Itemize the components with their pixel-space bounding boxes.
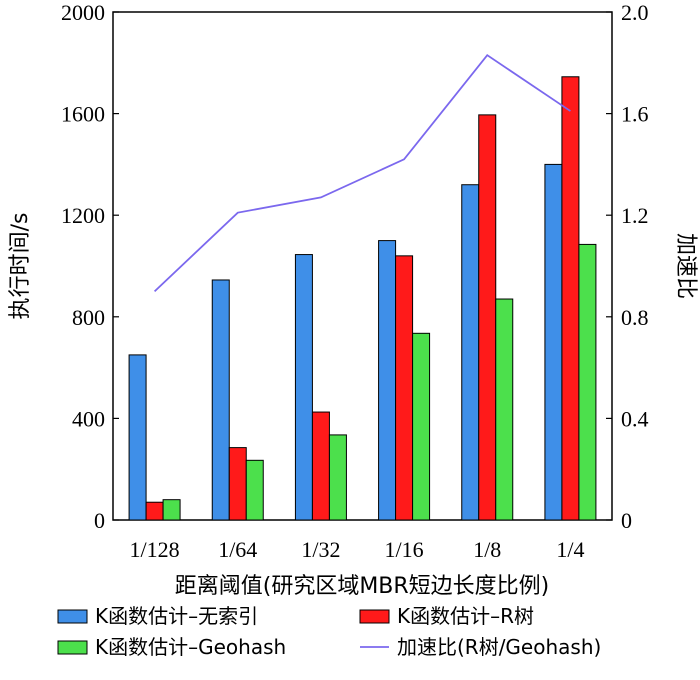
bar-1-5 xyxy=(461,184,480,521)
x-tick-label-4: 1/16 xyxy=(385,537,424,562)
legend-label-1: K函数估计–无索引 xyxy=(95,604,258,628)
legend-label-3: K函数估计–Geohash xyxy=(95,635,286,659)
right-tick-label-4: 1.6 xyxy=(621,102,649,127)
legend-swatch-2 xyxy=(359,609,390,624)
y2-axis-title: 加速比 xyxy=(673,233,698,299)
bar-1-1 xyxy=(128,354,147,521)
legend: K函数估计–无索引 K函数估计–R树 K函数估计–Geohash 加速比(R树/Geo… xyxy=(57,604,601,659)
bar-3-5 xyxy=(495,298,514,521)
bar-1-4 xyxy=(378,240,397,521)
left-tick-label-3: 1200 xyxy=(61,203,105,228)
bar-3-6 xyxy=(578,243,597,521)
left-tick-label-1: 400 xyxy=(72,406,105,431)
legend-label-4: 加速比(R树/Geohash) xyxy=(397,635,601,659)
right-tick-label-2: 0.8 xyxy=(621,305,649,330)
bar-3-4 xyxy=(412,332,431,521)
bar-2-4 xyxy=(395,255,414,521)
left-tick-label-4: 1600 xyxy=(61,102,105,127)
left-tick-label-0: 0 xyxy=(94,508,105,533)
bar-3-2 xyxy=(245,459,264,521)
bar-2-1 xyxy=(145,501,164,521)
left-tick-label-2: 800 xyxy=(72,305,105,330)
bar-2-5 xyxy=(478,114,497,521)
right-axis: 0 0.4 0.8 1.2 1.6 2.0 xyxy=(606,0,649,533)
legend-swatch-3 xyxy=(57,640,88,655)
legend-swatch-1 xyxy=(57,609,88,624)
right-tick-label-0: 0 xyxy=(621,508,632,533)
lines-group xyxy=(153,53,571,293)
x-axis-title: 距离阈值(研究区域MBR短边长度比例) xyxy=(175,574,550,599)
x-tick-label-3: 1/32 xyxy=(301,537,340,562)
x-tick-label-5: 1/8 xyxy=(473,537,501,562)
bar-2-6 xyxy=(561,76,580,521)
x-tick-label-6: 1/4 xyxy=(556,537,584,562)
bar-2-3 xyxy=(311,411,330,521)
legend-label-2: K函数估计–R树 xyxy=(397,604,534,628)
bar-1-6 xyxy=(544,163,563,521)
left-axis: 0 400 800 1200 1600 2000 xyxy=(61,0,119,533)
speedup-line xyxy=(153,53,571,293)
x-axis: 1/128 1/64 1/32 1/16 1/8 1/4 xyxy=(130,537,585,562)
bar-2-2 xyxy=(228,447,247,521)
bars-group xyxy=(128,76,597,521)
right-tick-label-3: 1.2 xyxy=(621,203,649,228)
left-tick-label-5: 2000 xyxy=(61,0,105,25)
bar-3-1 xyxy=(162,499,181,521)
bar-1-3 xyxy=(294,254,313,521)
bar-1-2 xyxy=(211,279,230,521)
right-tick-label-5: 2.0 xyxy=(621,0,649,25)
plot-frame xyxy=(112,11,613,521)
bar-3-3 xyxy=(328,434,347,521)
x-tick-label-1: 1/128 xyxy=(130,537,180,562)
y-axis-title: 执行时间/s xyxy=(8,213,33,320)
x-tick-label-2: 1/64 xyxy=(218,537,257,562)
right-tick-label-1: 0.4 xyxy=(621,406,649,431)
